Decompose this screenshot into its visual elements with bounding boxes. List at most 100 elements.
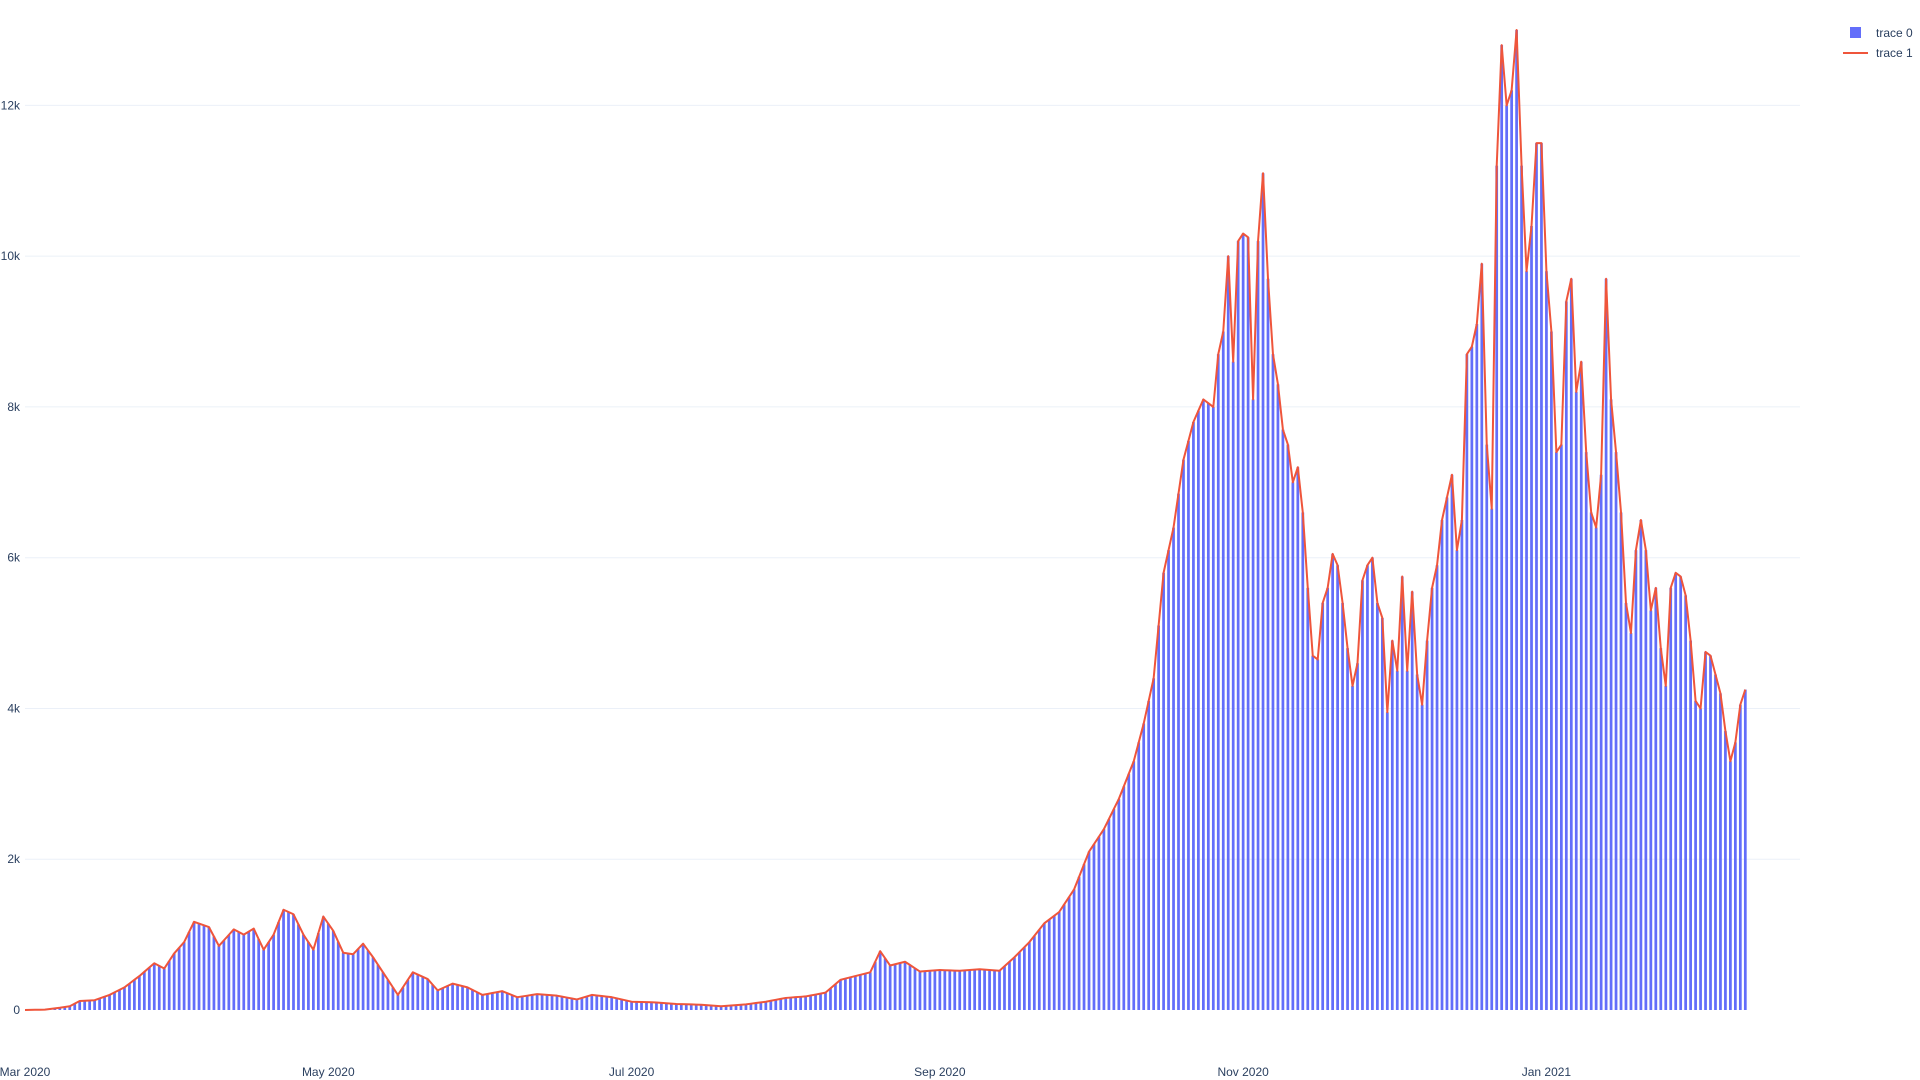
bar — [217, 945, 221, 1010]
bar — [1415, 674, 1419, 1010]
bar — [78, 1000, 82, 1010]
bar — [292, 914, 295, 1010]
bar — [814, 994, 817, 1010]
legend-label-trace-1[interactable]: trace 1 — [1876, 46, 1913, 60]
bar — [416, 974, 420, 1010]
legend-label-trace-0[interactable]: trace 0 — [1876, 26, 1913, 40]
bar — [1201, 399, 1205, 1010]
bar — [704, 1005, 708, 1010]
bar — [1425, 640, 1429, 1010]
bar — [297, 924, 300, 1010]
bar — [197, 923, 201, 1010]
bar — [819, 993, 822, 1010]
bar — [307, 942, 310, 1010]
bar — [118, 989, 121, 1010]
bar — [1455, 550, 1459, 1010]
bar — [1480, 263, 1484, 1010]
bar — [1162, 572, 1165, 1010]
y-tick-label: 0 — [13, 1003, 20, 1017]
bar — [177, 947, 181, 1010]
bar — [873, 961, 877, 1010]
legend[interactable]: trace 0 trace 1 — [1843, 26, 1913, 60]
bar — [1420, 704, 1424, 1010]
bar — [1564, 301, 1568, 1010]
bar — [1714, 674, 1717, 1010]
bar — [545, 994, 549, 1010]
x-tick-label: May 2020 — [302, 1065, 355, 1079]
bar — [1256, 241, 1260, 1011]
bar — [187, 931, 191, 1010]
bar — [371, 957, 375, 1010]
bar — [461, 986, 464, 1010]
bar — [978, 969, 981, 1010]
bar — [1266, 278, 1270, 1010]
bar — [88, 1000, 92, 1010]
bar — [495, 992, 499, 1010]
bar — [237, 931, 241, 1010]
bar — [128, 983, 131, 1010]
bar — [1594, 527, 1598, 1010]
bar — [1216, 354, 1220, 1011]
bar — [530, 994, 534, 1010]
bar — [1211, 406, 1215, 1010]
bar — [1167, 550, 1170, 1010]
bar — [953, 970, 957, 1010]
bar — [858, 974, 862, 1010]
bar — [1719, 693, 1722, 1010]
bar — [1092, 844, 1096, 1010]
bar — [247, 931, 251, 1010]
bar — [1251, 399, 1255, 1010]
bar — [1485, 444, 1489, 1011]
bar — [1052, 915, 1056, 1010]
bar — [1569, 278, 1573, 1010]
bar — [1465, 354, 1469, 1011]
bar — [883, 958, 887, 1010]
bar — [98, 998, 101, 1010]
bar — [481, 994, 484, 1010]
bar — [321, 916, 325, 1010]
legend-swatch-trace-0[interactable] — [1850, 27, 1861, 38]
bar — [1351, 685, 1354, 1010]
bar — [366, 950, 370, 1010]
bar — [699, 1004, 703, 1010]
bar — [1013, 957, 1016, 1010]
bar — [446, 985, 449, 1010]
bar — [331, 930, 335, 1010]
bar — [1460, 520, 1464, 1010]
bar — [540, 994, 544, 1010]
y-tick-label: 10k — [1, 249, 21, 263]
bar — [1291, 482, 1295, 1010]
bar — [456, 984, 459, 1010]
bar — [1008, 961, 1011, 1010]
bar — [650, 1002, 653, 1010]
bar — [769, 1000, 773, 1010]
bar — [192, 921, 196, 1010]
bar — [520, 996, 524, 1010]
bar — [1614, 452, 1618, 1011]
bar — [401, 987, 405, 1010]
bar — [1699, 708, 1702, 1010]
bar — [1147, 700, 1151, 1010]
bar — [162, 968, 166, 1010]
bar — [1664, 685, 1668, 1010]
bar — [878, 951, 882, 1010]
bar — [207, 927, 211, 1010]
bar — [1003, 966, 1006, 1010]
bar — [804, 996, 807, 1010]
bar — [1644, 550, 1648, 1010]
bar — [1470, 346, 1474, 1011]
bar — [1182, 459, 1185, 1010]
bar — [674, 1003, 678, 1010]
bar — [1331, 553, 1335, 1010]
bar — [694, 1004, 698, 1010]
bar — [172, 953, 176, 1010]
y-tick-label: 12k — [1, 98, 21, 112]
bar — [147, 967, 151, 1010]
bar — [1505, 105, 1509, 1010]
x-tick-label: Jul 2020 — [609, 1065, 655, 1079]
bar — [1490, 508, 1494, 1010]
line-series-trace-1 — [24, 29, 1747, 1011]
bar — [157, 965, 161, 1010]
bar — [824, 992, 827, 1010]
bar — [1410, 591, 1414, 1010]
